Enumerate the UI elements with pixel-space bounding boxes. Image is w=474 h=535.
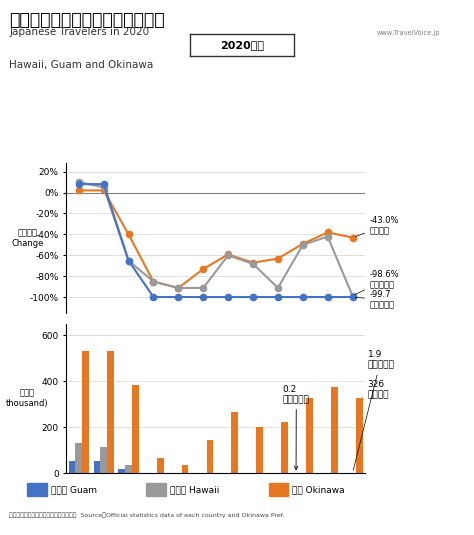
Bar: [269, 483, 289, 496]
Bar: [27, 483, 47, 496]
Bar: [75, 444, 82, 473]
Text: グアム Guam: グアム Guam: [51, 485, 97, 494]
Text: -99.7
（グアム）: -99.7 （グアム）: [356, 290, 395, 310]
Text: （千人
thousand): （千人 thousand): [6, 389, 49, 408]
Bar: [306, 398, 313, 473]
Bar: [356, 398, 363, 473]
Bar: [118, 469, 125, 473]
Bar: [69, 461, 75, 473]
Bar: [256, 427, 263, 473]
Text: Japanese Travelers in 2020: Japanese Travelers in 2020: [9, 27, 150, 37]
Text: -43.0%
（沖縄）: -43.0% （沖縄）: [355, 216, 400, 236]
Bar: [93, 462, 100, 473]
Bar: [207, 440, 213, 473]
Bar: [157, 458, 164, 473]
Text: 2020年版: 2020年版: [220, 40, 264, 50]
Text: 出典：各国の公共統計機関および沖縄県  Source：Official statistics data of each country and Okinawa : 出典：各国の公共統計機関および沖縄県 Source：Official stati…: [9, 513, 285, 518]
Text: 0.2
（グアム）: 0.2 （グアム）: [283, 385, 310, 470]
Bar: [100, 447, 107, 473]
Text: 326
（沖縄）: 326 （沖縄）: [362, 380, 389, 399]
Text: www.TravelVoice.jp: www.TravelVoice.jp: [377, 30, 440, 36]
Text: -98.6%
（ハワイ）: -98.6% （ハワイ）: [355, 270, 400, 295]
Text: Hawaii, Guam and Okinawa: Hawaii, Guam and Okinawa: [9, 60, 154, 70]
Text: 1.9
（ハワイ）: 1.9 （ハワイ）: [353, 350, 394, 470]
Bar: [231, 412, 238, 473]
Bar: [281, 422, 288, 473]
Bar: [182, 465, 189, 473]
Text: ハワイ Hawaii: ハワイ Hawaii: [170, 485, 219, 494]
Text: ハワイ・グアム・沖縄: ハワイ・グアム・沖縄: [17, 40, 79, 50]
Bar: [146, 483, 166, 496]
Bar: [107, 351, 114, 473]
Bar: [82, 351, 89, 473]
Text: voice: voice: [407, 14, 437, 25]
Text: 日本人渡航者数（渡航先別比較）: 日本人渡航者数（渡航先別比較）: [9, 11, 165, 29]
Bar: [132, 385, 139, 473]
Bar: [331, 387, 338, 473]
Text: 沖縄 Okinawa: 沖縄 Okinawa: [292, 485, 345, 494]
Text: travel: travel: [405, 2, 439, 12]
Bar: [125, 465, 132, 473]
Text: （前年比
Change: （前年比 Change: [11, 228, 44, 248]
